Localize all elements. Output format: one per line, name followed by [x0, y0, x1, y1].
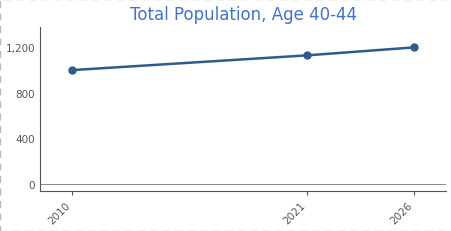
Title: Total Population, Age 40-44: Total Population, Age 40-44 [129, 6, 356, 24]
